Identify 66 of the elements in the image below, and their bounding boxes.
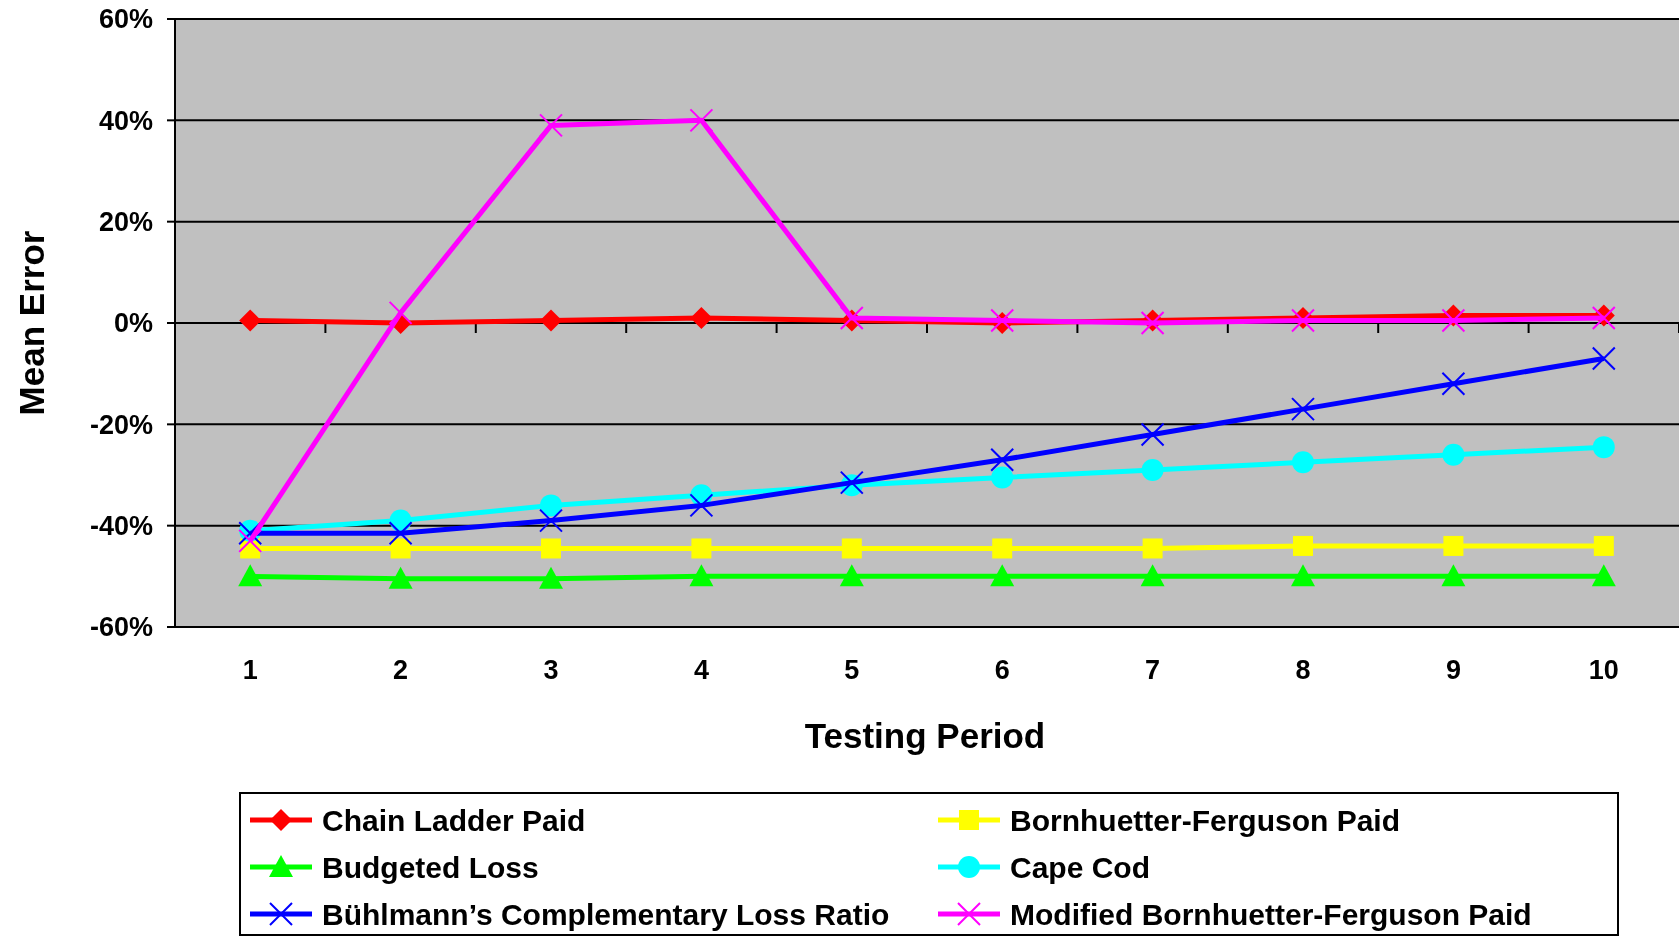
x-tick-label: 1 — [242, 655, 258, 685]
x-tick-label: 7 — [1145, 655, 1161, 685]
point — [839, 564, 864, 587]
point — [1591, 346, 1616, 371]
y-tick-label: 60% — [98, 4, 153, 35]
point — [1141, 458, 1164, 481]
point — [388, 521, 413, 546]
point — [388, 566, 413, 589]
point — [1592, 436, 1615, 459]
point — [539, 566, 563, 589]
point — [540, 494, 562, 517]
point — [1142, 538, 1163, 559]
point — [539, 113, 563, 138]
point — [1293, 535, 1313, 556]
point — [991, 466, 1014, 489]
point — [1441, 371, 1466, 396]
x-axis-title: Testing Period — [804, 716, 1046, 755]
point — [690, 306, 713, 329]
x-tick-label: 9 — [1445, 655, 1461, 685]
legend-label: Bühlmann’s Complementary Loss Ratio — [322, 897, 890, 931]
y-tick-label: -60% — [89, 612, 153, 643]
x-tick-label: 5 — [844, 655, 860, 685]
x-tick-label: 3 — [543, 655, 559, 685]
point — [689, 564, 714, 587]
point — [1140, 564, 1165, 587]
point — [1441, 308, 1466, 333]
point — [1291, 397, 1315, 422]
point — [689, 108, 714, 133]
legend-label: Cape Cod — [1010, 850, 1151, 884]
point — [1593, 535, 1614, 556]
point — [238, 564, 263, 587]
point — [691, 538, 712, 559]
x-tick-label: 2 — [393, 655, 409, 685]
point — [990, 564, 1015, 587]
point — [388, 300, 413, 325]
point — [238, 528, 263, 553]
y-tick-label: 40% — [98, 105, 153, 136]
y-tick-label: -40% — [89, 511, 153, 542]
y-tick-label: 20% — [98, 207, 153, 238]
point — [841, 538, 862, 559]
y-tick-label: 0% — [113, 308, 153, 339]
y-axis-title: Mean Error — [12, 230, 51, 416]
point — [541, 538, 561, 559]
legend-label: Modified Bornhuetter-Ferguson Paid — [1010, 897, 1532, 931]
point — [239, 309, 262, 332]
legend-label: Chain Ladder Paid — [322, 803, 586, 837]
point — [540, 309, 562, 332]
point — [1291, 564, 1315, 587]
point — [1441, 564, 1466, 587]
x-tick-label: 8 — [1295, 655, 1311, 685]
y-tick-label: -20% — [89, 409, 153, 440]
legend-label: Bornhuetter-Ferguson Paid — [1010, 803, 1401, 837]
legend-label: Budgeted Loss — [322, 850, 539, 884]
point — [1443, 535, 1464, 556]
x-tick-label: 6 — [994, 655, 1010, 685]
x-tick-label: 4 — [693, 655, 709, 685]
point — [992, 538, 1013, 559]
point — [390, 538, 411, 559]
point — [539, 508, 563, 533]
point — [990, 447, 1015, 472]
point — [689, 493, 714, 518]
point — [1442, 443, 1465, 466]
point — [1292, 451, 1314, 474]
point — [1591, 564, 1616, 587]
point — [1140, 422, 1165, 447]
x-tick-label: 10 — [1588, 655, 1619, 685]
